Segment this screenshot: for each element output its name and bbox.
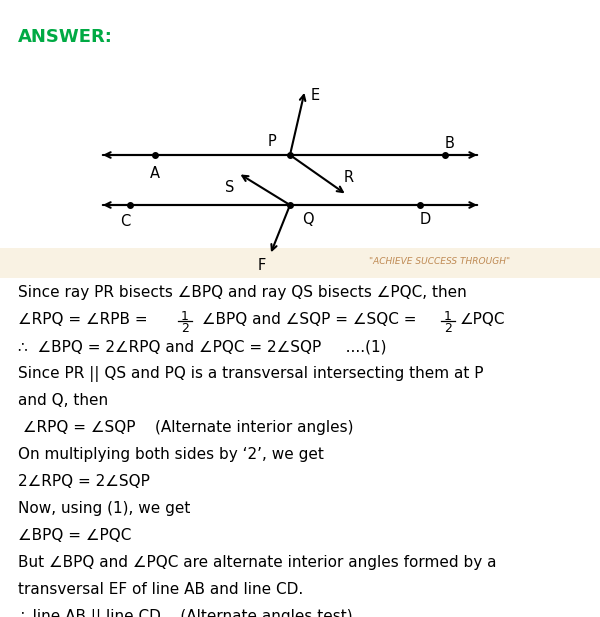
Text: 1: 1 bbox=[444, 310, 452, 323]
Text: On multiplying both sides by ‘2’, we get: On multiplying both sides by ‘2’, we get bbox=[18, 447, 324, 462]
Text: 2∠RPQ = 2∠SQP: 2∠RPQ = 2∠SQP bbox=[18, 474, 150, 489]
Text: "ACHIEVE SUCCESS THROUGH": "ACHIEVE SUCCESS THROUGH" bbox=[370, 257, 511, 267]
Text: and Q, then: and Q, then bbox=[18, 393, 108, 408]
Text: ∠RPQ = ∠RPB =: ∠RPQ = ∠RPB = bbox=[18, 312, 152, 327]
Text: ∠BPQ and ∠SQP = ∠SQC =: ∠BPQ and ∠SQP = ∠SQC = bbox=[197, 312, 421, 327]
Text: F: F bbox=[258, 257, 266, 273]
Text: ∠BPQ = ∠PQC: ∠BPQ = ∠PQC bbox=[18, 528, 131, 543]
Text: P: P bbox=[268, 133, 277, 149]
Text: ∠PQC: ∠PQC bbox=[460, 312, 505, 327]
Text: Now, using (1), we get: Now, using (1), we get bbox=[18, 501, 190, 516]
Text: Since ray PR bisects ∠BPQ and ray QS bisects ∠PQC, then: Since ray PR bisects ∠BPQ and ray QS bis… bbox=[18, 285, 467, 300]
Text: Q: Q bbox=[302, 212, 314, 226]
Text: 2: 2 bbox=[444, 322, 452, 335]
Text: 1: 1 bbox=[181, 310, 189, 323]
Text: ANSWER:: ANSWER: bbox=[18, 28, 113, 46]
Text: C: C bbox=[120, 213, 130, 228]
Text: A: A bbox=[150, 165, 160, 181]
Text: transversal EF of line AB and line CD.: transversal EF of line AB and line CD. bbox=[18, 582, 303, 597]
Text: Since PR || QS and PQ is a transversal intersecting them at P: Since PR || QS and PQ is a transversal i… bbox=[18, 366, 484, 382]
Bar bbox=[0, 248, 600, 278]
Text: E: E bbox=[310, 88, 320, 102]
Text: R: R bbox=[344, 170, 354, 186]
Text: 2: 2 bbox=[181, 322, 189, 335]
Text: S: S bbox=[226, 180, 235, 194]
Text: D: D bbox=[419, 212, 431, 226]
Text: B: B bbox=[445, 136, 455, 151]
Text: ∠RPQ = ∠SQP    (Alternate interior angles): ∠RPQ = ∠SQP (Alternate interior angles) bbox=[18, 420, 353, 435]
Text: ∴  ∠BPQ = 2∠RPQ and ∠PQC = 2∠SQP     ....(1): ∴ ∠BPQ = 2∠RPQ and ∠PQC = 2∠SQP ....(1) bbox=[18, 339, 386, 354]
Text: But ∠BPQ and ∠PQC are alternate interior angles formed by a: But ∠BPQ and ∠PQC are alternate interior… bbox=[18, 555, 497, 570]
Text: ∴ line AB || line CD    (Alternate angles test): ∴ line AB || line CD (Alternate angles t… bbox=[18, 609, 353, 617]
